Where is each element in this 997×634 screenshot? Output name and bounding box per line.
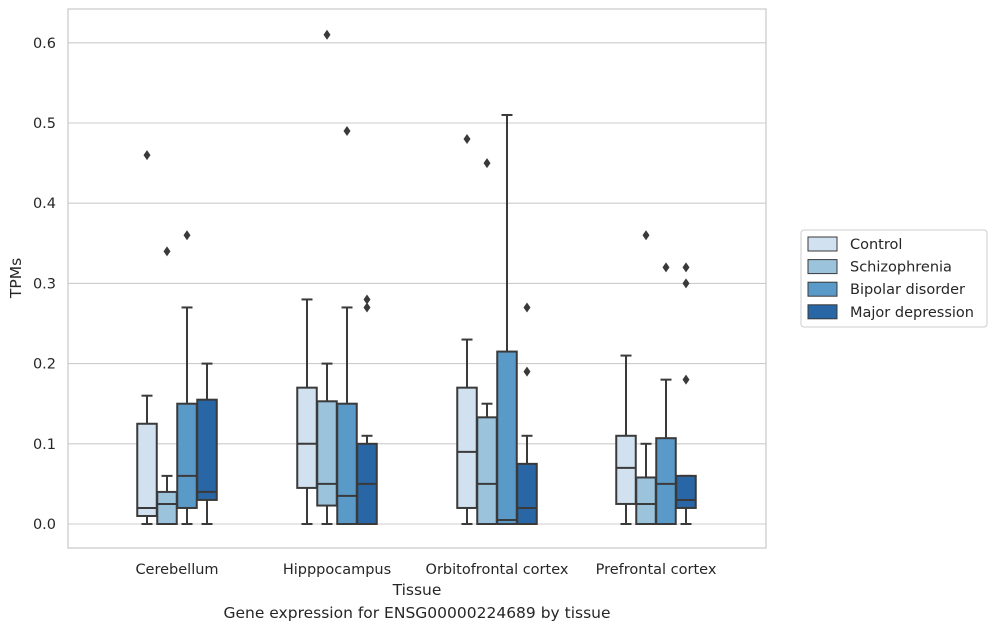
box-group [196,362,218,525]
x-tick-label: Prefrontal cortex [596,562,717,578]
box-group [615,354,637,525]
legend-label: Bipolar disorder [850,282,965,298]
legend-label: Schizophrenia [850,260,952,276]
box [476,416,498,526]
y-tick-label: 0.1 [33,437,56,453]
box-group [675,262,697,525]
legend-label: Control [850,237,902,253]
legend: Control Schizophrenia Bipolar disorder Majo… [800,229,988,328]
x-tick-label: Cerebellum [135,562,218,578]
y-tick-label: 0.4 [33,196,56,212]
legend-label: Major depression [850,305,974,321]
outlier-point [463,134,471,145]
box [675,474,697,509]
y-axis-ticks: 0.0 0.1 0.2 0.3 0.4 0.5 0.6 [33,36,56,533]
legend-swatch [807,304,838,320]
box [655,437,677,526]
box-group [156,246,178,526]
box-group [176,230,198,525]
box [635,476,657,526]
box-group [496,113,518,525]
outlier-point [682,262,690,273]
outlier-point [323,29,331,40]
box-group [336,126,358,526]
outlier-point [642,230,650,241]
chart-caption: Gene expression for ENSG00000224689 by t… [223,604,611,622]
box [296,386,318,489]
y-tick-label: 0.5 [33,116,56,132]
legend-swatch [807,259,838,275]
box-group [635,230,657,526]
box-group [316,29,338,525]
outlier-point [682,374,690,385]
y-axis-title: TPMs [7,258,25,299]
legend-swatch [807,281,838,297]
y-tick-label: 0.0 [33,517,56,533]
outlier-point [363,302,371,313]
x-tick-label: Orbitofrontal cortex [426,562,569,578]
box [196,398,218,501]
box [316,400,338,507]
x-axis-title: Tissue [392,581,442,599]
y-tick-label: 0.2 [33,357,56,373]
outlier-point [183,230,191,241]
box-group [296,298,318,525]
outlier-point [343,126,351,137]
box-group [456,134,478,525]
legend-frame [800,229,988,328]
box [136,422,158,517]
x-tick-label: Hipppocampus [283,562,391,578]
box-group [356,294,378,525]
y-tick-label: 0.3 [33,276,56,292]
box [176,402,198,509]
box [336,402,358,526]
box-group [476,158,498,526]
outlier-point [682,278,690,289]
outlier-point [662,262,670,273]
box-group [516,302,538,526]
outlier-point [143,150,151,161]
y-tick-label: 0.6 [33,36,56,52]
outlier-point [523,302,531,313]
box [496,350,518,525]
box-group [136,150,158,525]
plot-frame [67,8,767,549]
x-axis-ticks: Cerebellum Hipppocampus Orbitofrontal cort… [135,562,716,578]
box [456,386,478,509]
box [615,434,637,505]
box-plot-marks [136,29,697,526]
outlier-point [483,158,491,169]
box-group [655,262,677,526]
outlier-point [163,246,171,257]
legend-swatch [807,236,838,252]
outlier-point [523,366,531,377]
box [516,462,538,526]
outlier-point [363,294,371,305]
box [156,490,178,526]
